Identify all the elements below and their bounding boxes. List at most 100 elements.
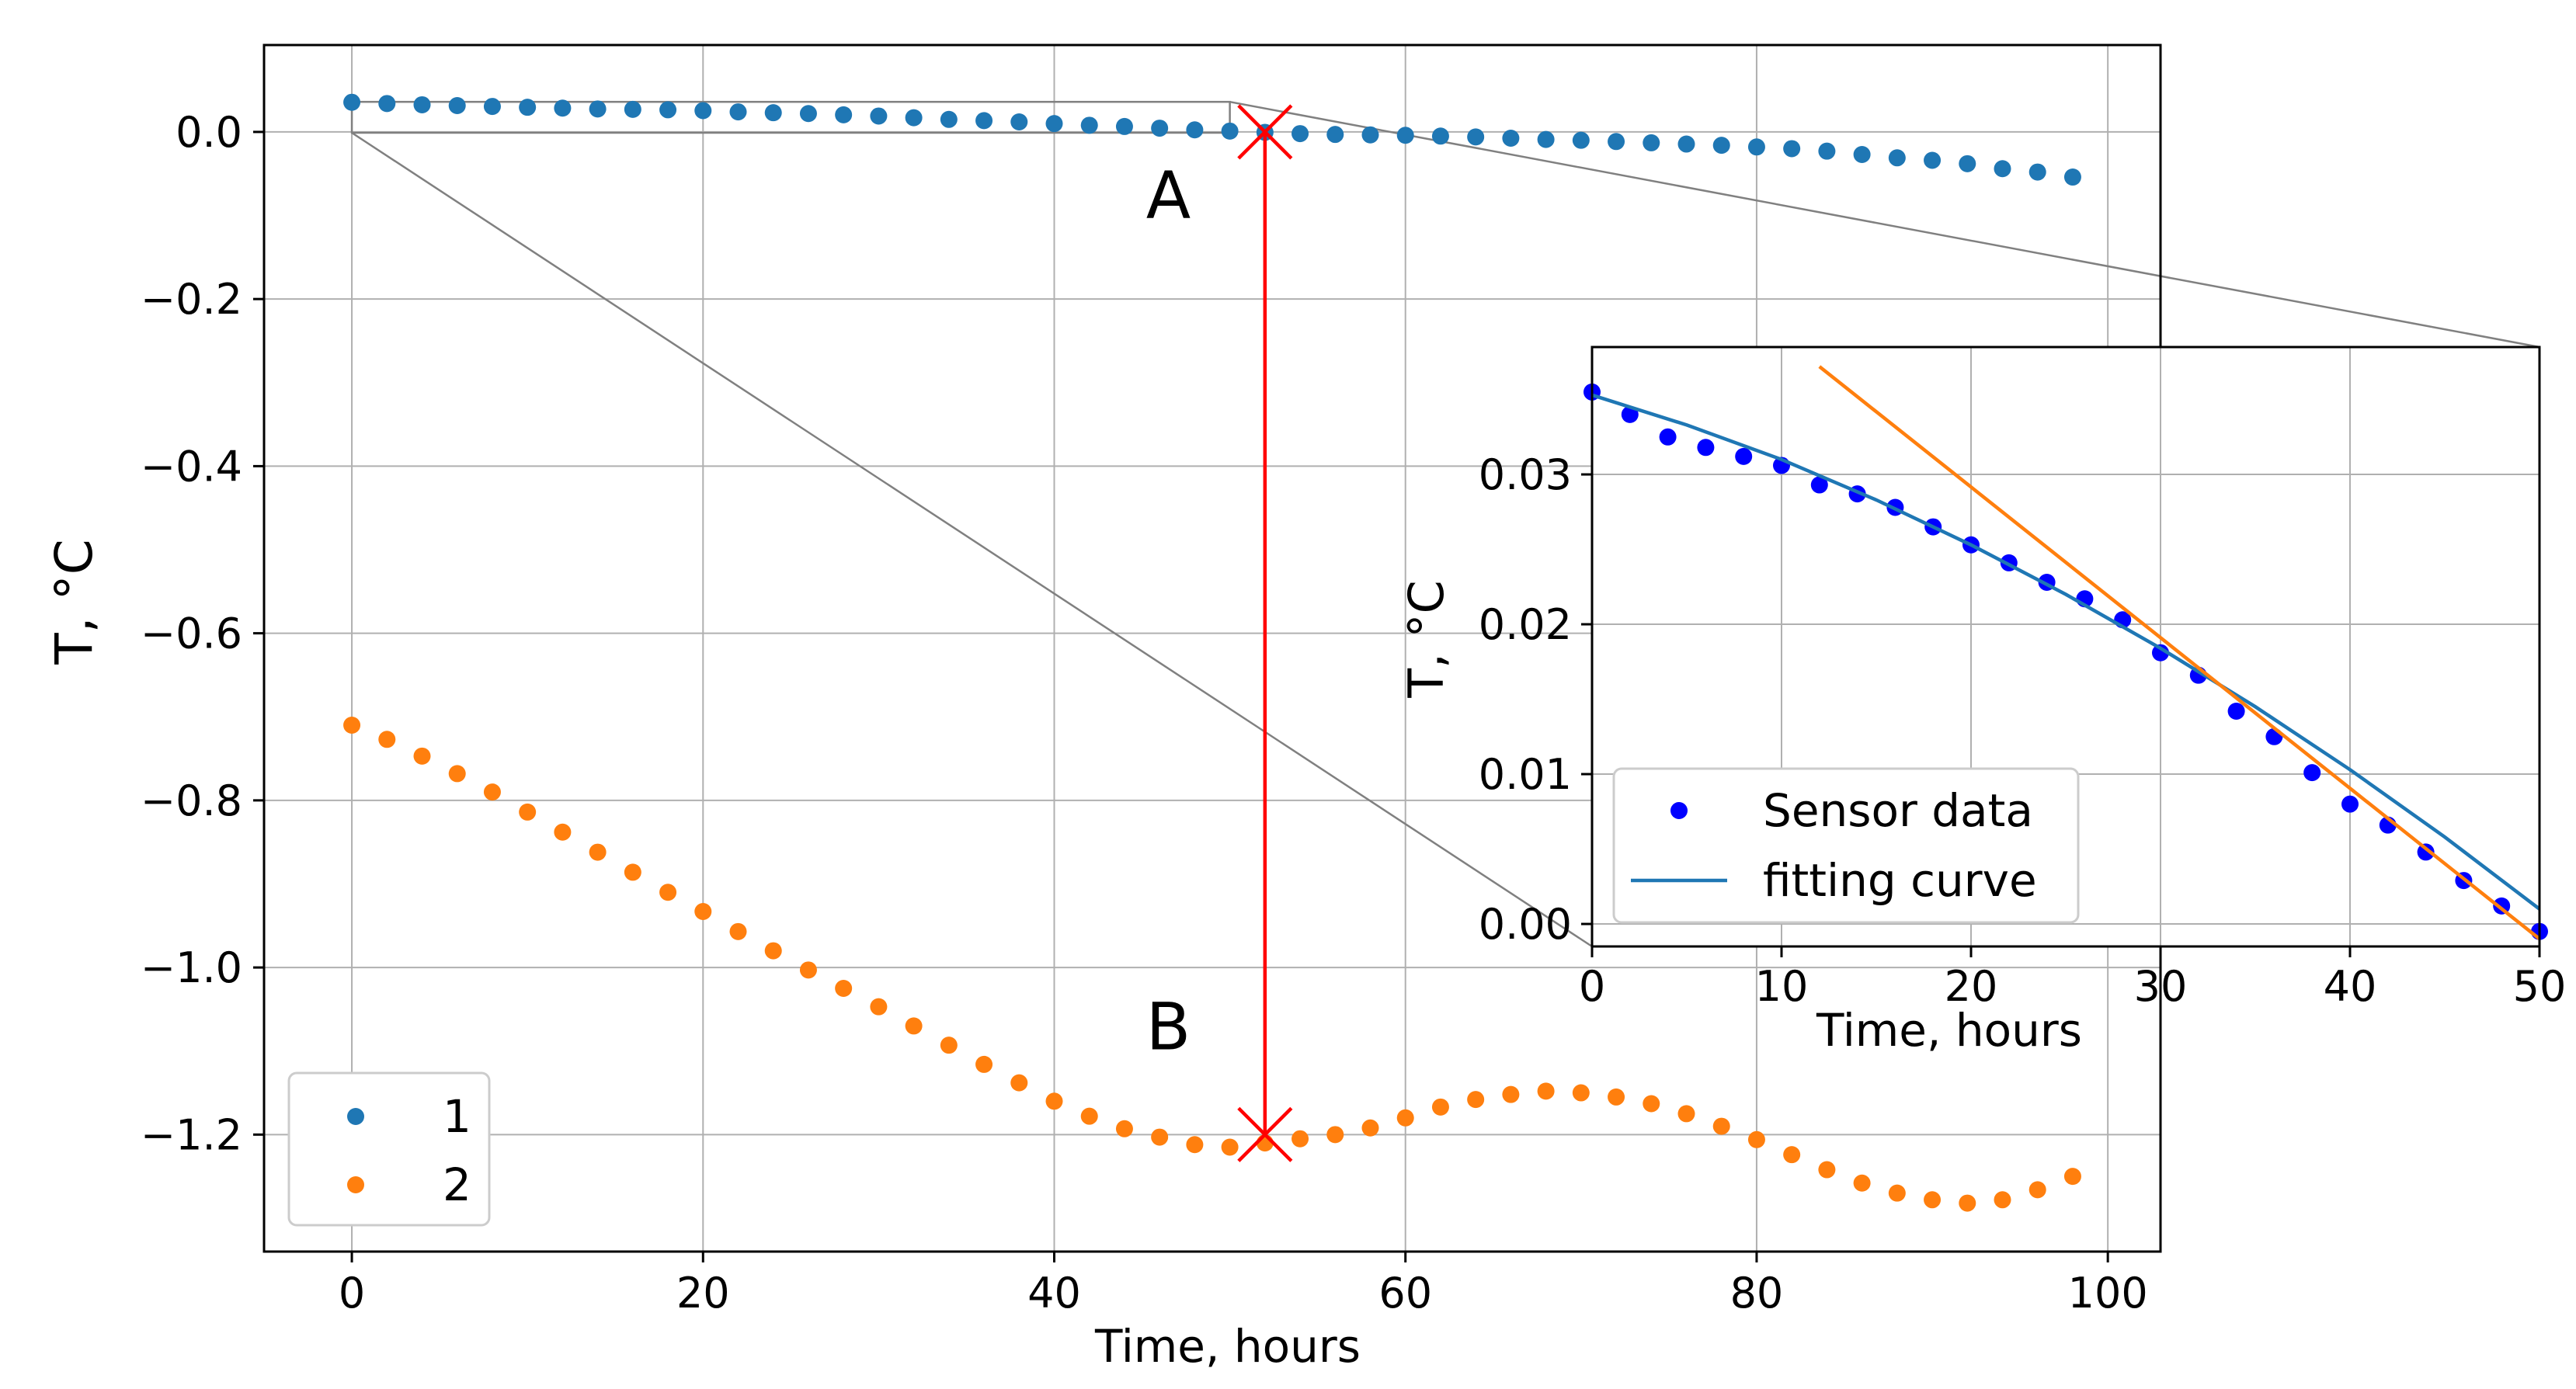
series-2-point (1502, 1085, 1520, 1103)
annotations: AB (1146, 158, 1191, 1065)
inset-x-tick-label: 0 (1579, 962, 1605, 1011)
series-1-point (1010, 113, 1028, 131)
main-x-tick-label: 60 (1378, 1269, 1432, 1318)
series-1-point (1537, 130, 1555, 148)
zoom-connector-lines (350, 100, 2540, 948)
inset-series (1583, 365, 2548, 941)
zoom-connector-bottom (351, 131, 1593, 948)
main-x-tick-label: 40 (1027, 1269, 1081, 1318)
series-1-point (1221, 122, 1239, 140)
series-2-point (589, 843, 607, 861)
series-1-point (1396, 127, 1414, 144)
main-x-tick-label: 80 (1730, 1269, 1784, 1318)
series-2-point (835, 980, 853, 998)
main-y-tick-label: −0.6 (141, 609, 242, 658)
series-1-point (729, 103, 747, 121)
series-2-point (764, 942, 782, 960)
series-1-point (1080, 116, 1098, 134)
main-y-tick-label: 0.0 (176, 108, 242, 157)
inset-y-tick-label: 0.02 (1479, 600, 1572, 649)
inset-y-tick-label: 0.03 (1479, 450, 1572, 499)
series-1-point (1151, 120, 1169, 137)
series-2-point (1888, 1184, 1906, 1202)
main-y-tick-label: −0.2 (141, 275, 242, 324)
red-x-markers (1237, 104, 1293, 1162)
main-x-axis-title: Time, hours (1094, 1320, 1361, 1373)
series-2-point (1712, 1117, 1730, 1135)
series-1-point (413, 95, 431, 113)
series-1-point (2063, 168, 2081, 186)
series-2-point (905, 1017, 923, 1035)
series-1-point (519, 99, 537, 116)
series-2-point (1221, 1138, 1239, 1156)
sensor-data-point (1810, 476, 1828, 494)
series-2-point (378, 731, 396, 748)
series-1-point (1115, 117, 1133, 135)
main-x-ticks: 0 20 40 60 80 100 (339, 1252, 2148, 1318)
inset-x-ticks: 0 10 20 30 40 50 (1579, 946, 2566, 1011)
series-1-point (448, 97, 466, 115)
series-1-point (1572, 131, 1590, 149)
series-2-point (448, 765, 466, 783)
zoom-connector-top (1229, 100, 2540, 349)
series-2-point (1643, 1095, 1660, 1113)
legend-label-series-2: 2 (443, 1158, 471, 1211)
series-2-point (799, 961, 817, 979)
series-1-point (624, 100, 641, 118)
series-1-point (1924, 151, 1942, 169)
series-1-point (378, 95, 396, 113)
inset-x-axis-title: Time, hours (1816, 1004, 2082, 1057)
series-2-point (2028, 1181, 2046, 1199)
series-2-point (940, 1037, 958, 1054)
series-2-point (729, 922, 747, 940)
series-2-point (1853, 1174, 1871, 1192)
series-2-point (2063, 1168, 2081, 1186)
sensor-data-point (2227, 702, 2245, 720)
series-2-point (1431, 1098, 1449, 1116)
series-2-point (1045, 1092, 1063, 1110)
series-2-point (1572, 1084, 1590, 1102)
legend-marker-series-2 (347, 1176, 364, 1193)
red-x-marker-stroke (1237, 104, 1293, 160)
series-2-point (1326, 1126, 1344, 1144)
series-1-point (2028, 163, 2046, 181)
tangent-line (1818, 365, 2541, 941)
sensor-data-point (2152, 644, 2169, 662)
series-2-point (975, 1055, 993, 1073)
series-2-point (1747, 1130, 1765, 1148)
sensor-data-point (2341, 795, 2359, 813)
main-legend-box (287, 1071, 491, 1227)
series-2-point (1291, 1130, 1309, 1148)
inset-y-tick-label: 0.01 (1479, 750, 1572, 799)
sensor-data-point (2303, 764, 2321, 782)
series-1-point (1677, 135, 1695, 153)
series-1-point (589, 100, 607, 118)
main-y-axis-title: T, °C (44, 539, 104, 665)
inset-y-tick-label: 0.00 (1479, 900, 1572, 949)
main-y-ticks: 0.0 −0.2 −0.4 −0.6 −0.8 −1.0 −1.2 (141, 108, 264, 1159)
legend-marker-series-1 (347, 1108, 364, 1125)
inset-x-tick-label: 20 (1945, 962, 1998, 1011)
series-1-point (940, 110, 958, 128)
series-1-point (1467, 128, 1485, 146)
legend-label-fitting-curve: fitting curve (1763, 854, 2037, 907)
sensor-data-point (1621, 405, 1639, 423)
series-1-point (343, 93, 361, 111)
series-1-point (1361, 126, 1379, 144)
main-x-tick-label: 20 (676, 1269, 730, 1318)
series-1-point (1186, 121, 1204, 139)
series-1-point (1783, 140, 1801, 158)
series-2-point (659, 884, 677, 901)
legend-marker-sensor-data (1670, 802, 1688, 819)
series-2-point (343, 717, 361, 734)
zoom-region-box (350, 100, 1231, 134)
inset-x-tick-label: 40 (2324, 962, 2377, 1011)
series-1-point (905, 109, 923, 127)
inset-plot-frame (1590, 346, 2541, 948)
sensor-data-point (1659, 428, 1677, 446)
series-2-point (554, 823, 572, 841)
series-2-point (1186, 1136, 1204, 1154)
series-1-point (1712, 137, 1730, 155)
